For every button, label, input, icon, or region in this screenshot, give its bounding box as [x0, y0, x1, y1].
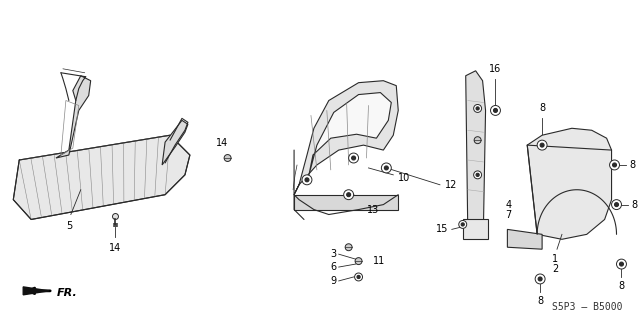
Text: 12: 12: [445, 180, 457, 190]
Circle shape: [612, 163, 616, 167]
Polygon shape: [23, 287, 49, 295]
Circle shape: [344, 190, 354, 200]
Text: 6: 6: [331, 262, 337, 272]
Text: 8: 8: [537, 296, 543, 306]
Text: 15: 15: [435, 224, 448, 234]
Circle shape: [474, 137, 481, 144]
Text: 4: 4: [506, 200, 511, 210]
Polygon shape: [162, 120, 188, 165]
Text: S5P3 – B5000: S5P3 – B5000: [552, 302, 622, 312]
Text: 1: 1: [552, 254, 558, 264]
Circle shape: [224, 154, 231, 161]
Text: 5: 5: [66, 221, 72, 232]
Polygon shape: [309, 93, 391, 175]
Circle shape: [347, 193, 351, 197]
Circle shape: [614, 203, 618, 207]
Text: 8: 8: [539, 103, 545, 114]
Circle shape: [381, 163, 391, 173]
Circle shape: [476, 107, 479, 110]
Text: 8: 8: [632, 200, 637, 210]
Text: 8: 8: [618, 281, 625, 291]
Circle shape: [385, 166, 388, 170]
Polygon shape: [56, 76, 91, 158]
Text: 7: 7: [506, 210, 511, 219]
Text: 8: 8: [629, 160, 636, 170]
Polygon shape: [294, 81, 398, 195]
Circle shape: [616, 259, 627, 269]
Text: 11: 11: [374, 256, 386, 266]
Circle shape: [474, 171, 481, 179]
Circle shape: [474, 105, 481, 112]
Circle shape: [490, 106, 500, 115]
Polygon shape: [13, 135, 190, 219]
Circle shape: [535, 274, 545, 284]
Text: 16: 16: [490, 64, 502, 74]
Circle shape: [351, 156, 356, 160]
Polygon shape: [463, 219, 488, 239]
Circle shape: [349, 153, 358, 163]
Text: 9: 9: [331, 276, 337, 286]
Circle shape: [540, 143, 544, 147]
Circle shape: [620, 262, 623, 266]
Text: 13: 13: [367, 204, 379, 215]
Text: 14: 14: [109, 243, 122, 253]
Circle shape: [461, 223, 465, 226]
Circle shape: [113, 213, 118, 219]
Circle shape: [302, 175, 312, 185]
Text: 14: 14: [216, 138, 228, 148]
Circle shape: [305, 178, 309, 182]
Text: 2: 2: [552, 264, 558, 274]
Circle shape: [355, 258, 362, 264]
Polygon shape: [466, 71, 486, 234]
Polygon shape: [508, 229, 542, 249]
Polygon shape: [294, 195, 398, 210]
Circle shape: [476, 173, 479, 176]
Circle shape: [345, 244, 352, 251]
Circle shape: [459, 220, 467, 228]
Text: 10: 10: [398, 173, 410, 183]
Circle shape: [493, 108, 497, 112]
Circle shape: [537, 140, 547, 150]
Text: FR.: FR.: [57, 288, 77, 298]
Circle shape: [609, 160, 620, 170]
Circle shape: [355, 273, 362, 281]
Circle shape: [357, 275, 360, 278]
Polygon shape: [527, 128, 612, 239]
Text: 3: 3: [331, 249, 337, 259]
Circle shape: [538, 277, 542, 281]
Circle shape: [612, 200, 621, 210]
